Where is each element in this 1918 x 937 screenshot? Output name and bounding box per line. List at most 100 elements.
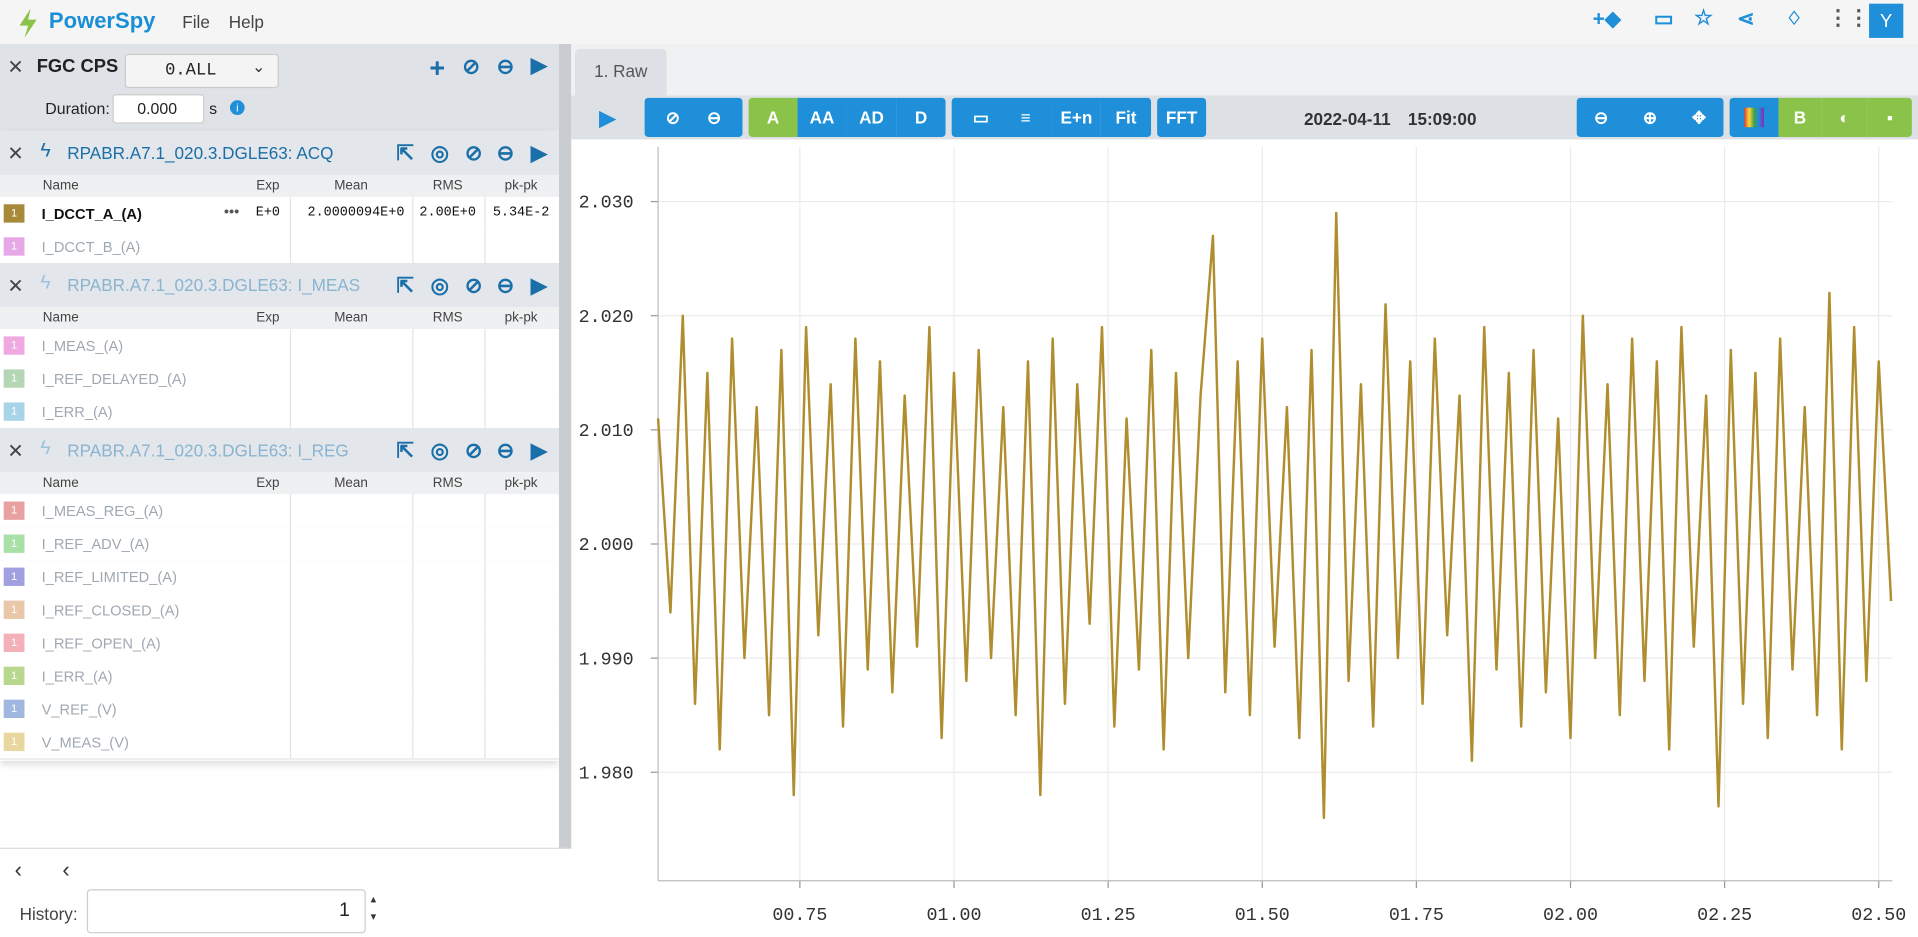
cell-divider xyxy=(484,560,486,594)
hide[interactable]: ⊘ xyxy=(464,273,483,298)
menu-item[interactable]: Help xyxy=(228,12,264,32)
selector[interactable] xyxy=(124,53,279,89)
colors[interactable] xyxy=(1729,97,1779,137)
cell-divider xyxy=(412,593,414,627)
mode-button[interactable]: D xyxy=(896,97,946,137)
show[interactable]: ◎ xyxy=(430,439,449,463)
group-header xyxy=(0,428,560,473)
splitter[interactable] xyxy=(559,44,572,849)
star[interactable]: ☆ xyxy=(1694,6,1713,30)
signal-name: I_DCCT_B_(A) xyxy=(41,238,141,256)
add-tag[interactable]: +◆ xyxy=(1592,7,1621,31)
hide[interactable]: ⊘ xyxy=(464,439,483,463)
open[interactable]: ⇱ xyxy=(396,273,414,298)
cell-divider xyxy=(412,395,414,429)
cell-divider xyxy=(484,593,486,627)
menu-item[interactable]: File xyxy=(182,12,210,32)
spinner[interactable]: ▴ ▾ xyxy=(370,892,377,923)
close[interactable]: ✕ xyxy=(7,57,24,79)
fit-button[interactable]: Fit xyxy=(1100,97,1152,137)
avatar[interactable]: Y xyxy=(1869,3,1904,38)
y-tick-label: 2.020 xyxy=(579,307,634,328)
b-button[interactable]: B xyxy=(1778,97,1822,137)
prev[interactable]: ‹ xyxy=(14,857,23,882)
tool-button[interactable]: ▭ ≡ xyxy=(951,97,1052,137)
group-title: RPABR.A7.1_020.3.DGLE63: I_MEAS xyxy=(67,275,361,295)
group-header xyxy=(0,262,560,308)
close[interactable]: ✕ xyxy=(7,144,24,166)
badge: 1 xyxy=(3,501,25,520)
column-label: Exp xyxy=(256,475,280,491)
column-label: Name xyxy=(42,178,79,194)
close[interactable]: ✕ xyxy=(7,276,24,298)
selector-arrow: ⌄ xyxy=(251,57,266,76)
close[interactable]: ✕ xyxy=(7,441,24,463)
bell[interactable]: ♢ xyxy=(1785,8,1803,30)
remove[interactable]: ⊖ xyxy=(496,273,515,298)
badge: 1 xyxy=(3,369,25,388)
remove[interactable]: ⊖ xyxy=(496,439,515,463)
x-tick-label: 02.00 xyxy=(1543,905,1598,926)
column-label: pk-pk xyxy=(504,310,538,326)
tab-label: 1. Raw xyxy=(594,61,648,81)
cell-divider xyxy=(289,527,292,561)
history-input[interactable] xyxy=(86,889,366,934)
more[interactable]: ••• xyxy=(223,203,240,221)
signal-name: I_REF_DELAYED_(A) xyxy=(41,370,187,388)
groups: ✕ ϟ RPABR.A7.1_020.3.DGLE63: ACQ ⇱ ◎ ⊘ ⊖ ▶ Name E… xyxy=(0,130,560,761)
mode-button[interactable]: AD xyxy=(846,97,897,137)
duration-input[interactable] xyxy=(112,94,205,124)
exp-button[interactable]: E+n xyxy=(1051,97,1101,137)
open[interactable]: ⇱ xyxy=(396,439,414,463)
open[interactable]: ⇱ xyxy=(396,141,414,166)
y-tick-label: 2.000 xyxy=(579,535,634,556)
cell-divider xyxy=(484,725,486,759)
cell-divider xyxy=(412,626,414,660)
cell-divider xyxy=(412,560,414,594)
cell-divider xyxy=(412,527,414,561)
x-tick-label: 00.75 xyxy=(772,905,827,926)
fft-button[interactable]: FFT xyxy=(1157,97,1207,137)
show[interactable]: ◎ xyxy=(430,141,449,166)
cell-divider xyxy=(484,196,486,230)
x-tick-label: 01.75 xyxy=(1389,905,1444,926)
note[interactable]: ▪ xyxy=(1867,97,1912,137)
remove[interactable]: ⊖ xyxy=(496,55,515,79)
play[interactable]: ▶ xyxy=(530,273,547,298)
hide[interactable]: ⊘ xyxy=(464,141,483,166)
back[interactable]: ‹ xyxy=(62,857,70,882)
cell-divider xyxy=(484,229,486,263)
comment[interactable]: ▭ xyxy=(1653,7,1674,31)
bolt: ϟ xyxy=(40,437,51,459)
play[interactable]: ▶ xyxy=(530,439,547,463)
info[interactable]: i xyxy=(229,100,245,115)
signal-name: I_REF_ADV_(A) xyxy=(41,535,150,553)
cell-divider xyxy=(412,659,414,693)
show[interactable]: ◎ xyxy=(430,273,449,298)
cell-divider xyxy=(412,362,414,396)
play[interactable]: ▶ xyxy=(599,106,616,130)
mode-button[interactable]: A xyxy=(748,97,798,137)
cell-divider xyxy=(289,692,292,726)
remove[interactable]: ⊖ xyxy=(496,141,515,166)
zoom-group[interactable]: ⊖ ⊕ ✥ xyxy=(1576,97,1724,137)
signal-name: I_REF_OPEN_(A) xyxy=(41,634,161,652)
badge: 1 xyxy=(3,600,25,619)
play[interactable]: ▶ xyxy=(530,53,547,78)
hide[interactable]: ⊘ xyxy=(462,55,480,79)
selector-value: 0.ALL xyxy=(165,61,217,81)
contrast[interactable]: ◐ xyxy=(1821,97,1868,137)
mode-button[interactable]: AA xyxy=(797,97,847,137)
cell-divider xyxy=(289,196,292,230)
cell-divider xyxy=(289,494,292,528)
cell-divider xyxy=(412,229,414,263)
share[interactable]: ⋖ xyxy=(1736,7,1755,31)
x-tick-label: 02.50 xyxy=(1851,905,1906,926)
cell-divider xyxy=(484,494,486,528)
add[interactable]: + xyxy=(429,52,446,84)
badge: 1 xyxy=(3,732,25,752)
duration-value: 0.000 xyxy=(137,99,178,118)
tab[interactable] xyxy=(574,48,667,96)
play[interactable]: ▶ xyxy=(530,141,547,166)
cell-divider xyxy=(484,527,486,561)
